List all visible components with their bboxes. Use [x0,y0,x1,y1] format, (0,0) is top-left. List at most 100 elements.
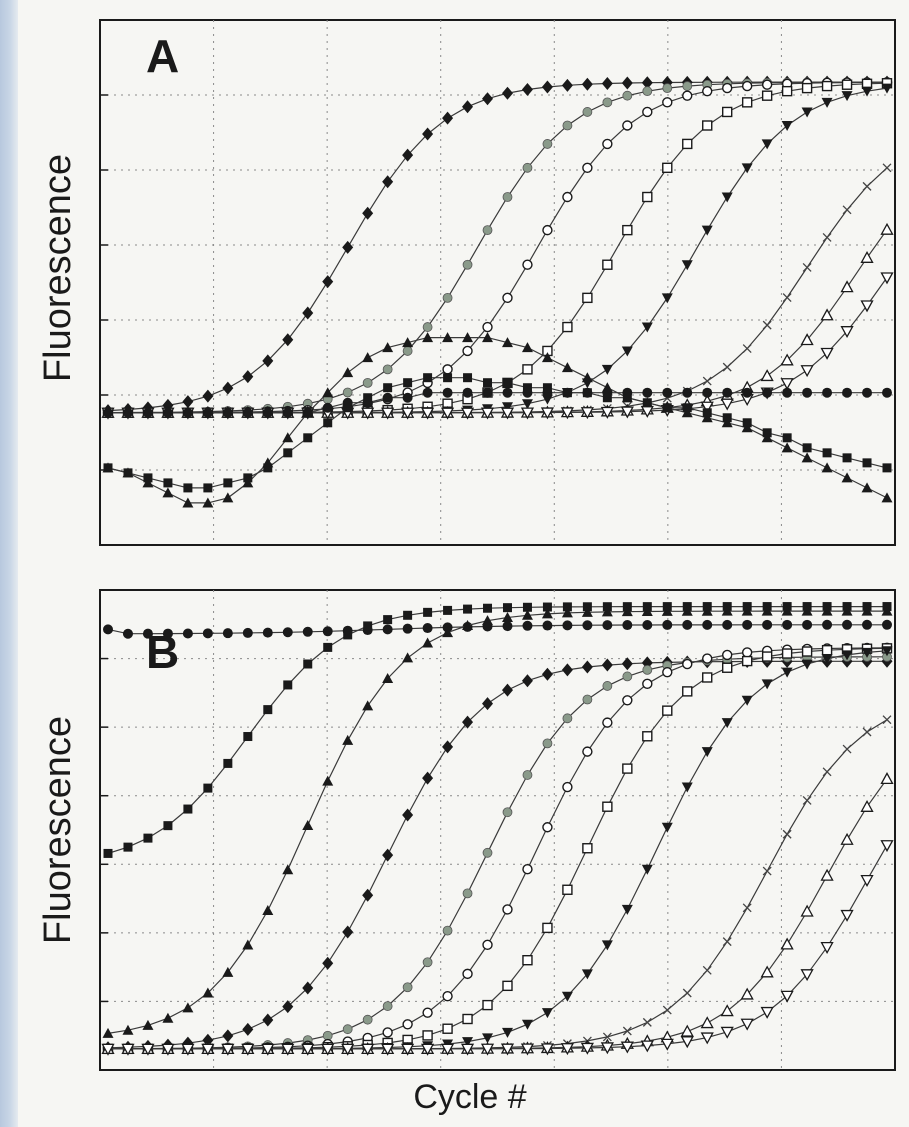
panel-b-series-5-point [422,957,433,968]
panel-a-series-3-point [622,120,633,131]
panel-a-series-5-point [861,86,873,97]
panel-a-series-10-point [782,433,792,443]
panel-b-series-1-point [422,623,433,634]
panel-a-series-2-point [522,162,533,173]
panel-a-series-9-point [402,337,414,348]
panel-b-series-9-point [822,767,832,777]
panel-b-series-10-point [840,832,854,845]
panel-a-series-9-point [222,492,234,503]
panel-a-series-11-point [362,397,373,408]
panel-b-series-1-point [182,628,193,639]
panel-b-series-2-line [107,606,887,854]
panel-b-series-2-point [403,610,413,620]
panel-a-series-11-point [302,407,313,418]
panel-b-series-1-point [762,619,773,630]
panel-a-series-4-point [582,292,593,304]
panel-b-series-5-point [462,888,473,899]
panel-a-series-11-point [622,387,633,398]
panel-a-series-10-point [722,413,732,423]
panel-b-series-1-point [562,620,573,631]
panel-a-series-9-point [701,412,713,423]
panel-b-series-10-point [800,904,814,917]
panel-a-series-5-point [521,399,533,410]
panel-b-series-6-point [682,658,693,670]
panel-b-series-8 [102,646,893,1055]
panel-a-series-8-point [440,407,455,420]
panel-b-series-1-point [822,619,833,630]
panel-a-series-7-point [780,353,794,366]
panel-b-series-10 [101,772,894,1055]
panel-a-series-4 [102,78,893,418]
panel-a-series-6-point [802,263,812,272]
panel-b-series-7-line [108,647,888,1050]
panel-a-series-3-point [482,321,493,333]
panel-b-series-2 [103,602,892,858]
scanned-page [18,0,909,1127]
panel-a-series-11-point [482,387,493,398]
panel-a-series-11-point [103,407,113,418]
panel-a-series-2-point [682,81,693,91]
panel-a-series-10-point [383,383,393,393]
panel-a-series-8-point [700,401,714,414]
panel-a-series-5-line [108,87,888,414]
panel-a-series-10-point [183,483,193,493]
panel-b-series-1-point [782,619,793,630]
panel-a-series-9-point [721,417,733,428]
panel-b-series-1-point [402,623,413,634]
panel-b-series-9-point [602,1032,612,1042]
panel-b-series-11-point [221,1043,235,1056]
panel-a-series-3-point [522,259,533,270]
panel-a-series-10-point [742,418,752,428]
panel-a-series-3-point [741,80,753,92]
panel-a-series-1-point [322,275,334,289]
panel-b-series-7-point [582,843,593,854]
panel-b-series-11-point [660,1038,674,1051]
panel-b-series-11-point [121,1043,135,1056]
panel-a-series-7-point [820,308,834,321]
panel-b-series-11-point [760,1006,774,1019]
panel-a-series-2 [103,77,892,418]
panel-b-series-9 [103,715,892,1054]
panel-b-series-11-point [680,1036,694,1049]
panel-b-series-4-point [581,660,593,674]
panel-b-series-10-point [780,937,794,950]
panel-b-series-6-point [502,904,513,915]
panel-b-series-5-point [442,925,453,936]
panel-b-series-11-point [640,1040,654,1053]
panel-a-series-10-point [463,373,473,383]
panel-b-series-3-point [342,734,354,745]
panel-b-series-6-point [522,864,533,875]
panel-a-series-8-point [840,326,854,339]
panel-a-series-1-point [442,111,454,125]
panel-b-series-6-point [562,781,573,793]
panel-a-series-10-point [483,378,493,388]
panel-a-series-9-point [761,432,773,443]
panel-b-series-8-point [781,667,793,678]
panel-a-series-2-point [642,86,653,97]
panel-b-series-6-point [462,968,473,980]
panel-b-series-11-point [201,1043,215,1056]
panel-b-series-3-point [881,605,893,616]
panel-a-series-4-point [682,138,693,150]
panel-b-series-2-point [103,848,113,858]
panel-a-series-5-point [741,163,753,174]
panel-b-series-4-point [362,888,374,902]
panel-b-series-6-point [602,717,613,728]
panel-a-series-1-point [541,80,553,94]
panel-b-series-7-point [682,686,693,697]
panel-b-series-10-point [760,965,774,978]
panel-a-series-2-point [502,192,513,202]
panel-a-series-4-point [722,106,733,118]
panel-a-series-11-point [602,387,613,398]
panel-b-series-3-line [107,610,887,1034]
panel-a-series-2-point [402,346,413,356]
panel-a-series-10-point [502,378,512,388]
panel-b-series-11-point [181,1043,195,1056]
panel-a-series-10-point [163,478,173,488]
panel-b-series-7-point [722,662,733,673]
panel-b-series-1-point [162,628,173,639]
panel-a-series-9-point [501,337,513,348]
panel-b-series-5 [103,651,892,1054]
panel-a-series-5-point [541,394,553,405]
panel-a-series-11-point [162,407,173,418]
